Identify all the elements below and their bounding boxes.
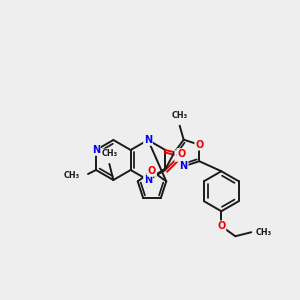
Text: O: O [195, 140, 203, 150]
Text: N: N [144, 175, 152, 185]
Text: O: O [177, 149, 185, 159]
Text: N: N [92, 145, 100, 155]
Text: O: O [217, 221, 226, 231]
Text: CH₃: CH₃ [64, 172, 80, 181]
Text: O: O [175, 151, 183, 161]
Text: O: O [148, 166, 156, 176]
Text: CH₃: CH₃ [172, 111, 188, 120]
Text: CH₃: CH₃ [255, 228, 272, 237]
Text: CH₃: CH₃ [101, 149, 117, 158]
Text: N: N [180, 161, 188, 171]
Text: N: N [144, 135, 152, 145]
